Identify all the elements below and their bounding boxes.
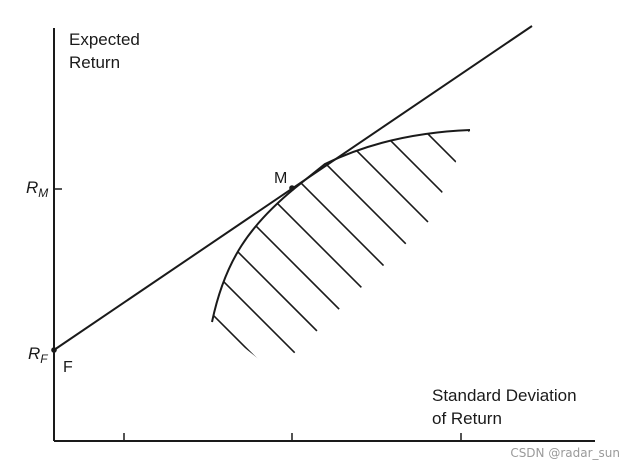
risk-free-rate-symbol: R <box>28 344 40 363</box>
risk-free-rate-label: RF <box>28 344 48 366</box>
hatch-line <box>279 130 470 275</box>
market-return-label: RM <box>26 178 48 200</box>
hatch-line <box>339 130 470 218</box>
hatch-line <box>212 217 331 372</box>
y-axis-title-line-2: Return <box>69 53 120 72</box>
y-axis-title: Expected Return <box>69 30 145 72</box>
x-axis-title: Standard Deviation of Return <box>432 386 581 428</box>
hatch-line <box>212 193 356 370</box>
watermark: CSDN @radar_sun <box>510 446 620 460</box>
tangency-point-label: M <box>274 170 287 187</box>
x-axis-title-line-1: Standard Deviation <box>432 386 577 405</box>
market-return-symbol: R <box>26 178 38 197</box>
market-return-subscript: M <box>38 186 48 200</box>
market-portfolio-point <box>289 185 295 191</box>
hatch-line <box>212 241 306 372</box>
intercept-point-label: F <box>63 359 73 376</box>
risk-free-point <box>51 347 57 353</box>
hatch-line <box>299 130 470 256</box>
hatch-line <box>259 130 456 294</box>
risk-free-rate-subscript: F <box>40 352 48 366</box>
efficient-frontier-curve <box>211 129 471 323</box>
x-axis-title-line-2: of Return <box>432 409 502 428</box>
hatch-line <box>212 169 381 351</box>
feasible-region-hatching <box>212 130 470 372</box>
hatch-line <box>319 130 470 237</box>
y-axis-title-line-1: Expected <box>69 30 140 49</box>
